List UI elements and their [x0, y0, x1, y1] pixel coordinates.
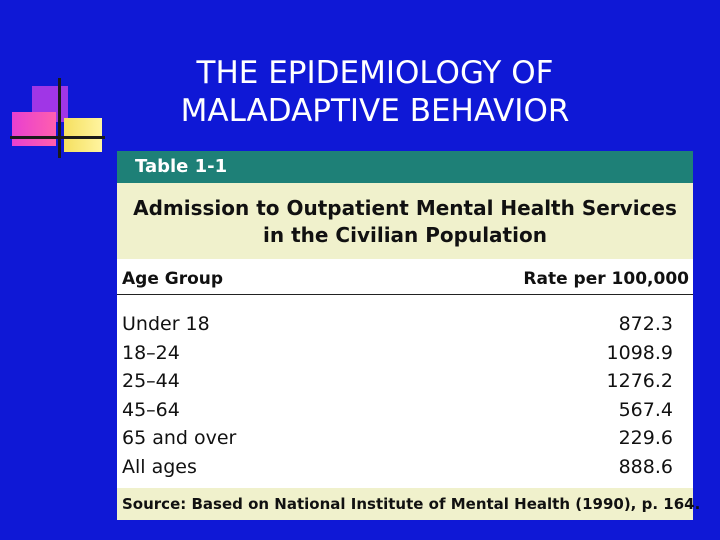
table-row: Under 18 872.3: [117, 313, 693, 342]
age-group-cell: Under 18: [122, 313, 210, 335]
decorative-square-magenta: [12, 112, 56, 146]
age-group-cell: 45–64: [122, 398, 180, 421]
rate-cell: 1276.2: [606, 370, 673, 392]
column-header-rate: Rate per 100,000: [523, 269, 689, 289]
rate-cell: 567.4: [618, 398, 673, 421]
table-row: 45–64 567.4: [117, 399, 693, 428]
table-caption: Admission to Outpatient Mental Health Se…: [117, 183, 693, 259]
data-table: Table 1-1 Admission to Outpatient Mental…: [117, 151, 700, 520]
decorative-line-horizontal: [10, 136, 105, 139]
rate-cell: 229.6: [618, 427, 673, 449]
table-row: 25–44 1276.2: [117, 370, 693, 399]
table-caption-line1: Admission to Outpatient Mental Health Se…: [133, 196, 677, 220]
decorative-square-yellow: [64, 118, 102, 152]
age-group-cell: 18–24: [122, 341, 180, 364]
table-row: 18–24 1098.9: [117, 342, 693, 371]
table-source-note: Source: Based on National Institute of M…: [117, 488, 700, 520]
slide-title: THE EPIDEMIOLOGY OF MALADAPTIVE BEHAVIOR: [110, 54, 640, 130]
table-row: 65 and over 229.6: [117, 427, 693, 456]
slide-title-line2: MALADAPTIVE BEHAVIOR: [180, 93, 570, 129]
slide-title-line1: THE EPIDEMIOLOGY OF: [196, 55, 554, 91]
age-group-cell: 65 and over: [122, 427, 237, 449]
age-group-cell: 25–44: [122, 370, 180, 392]
rate-cell: 872.3: [618, 313, 673, 335]
table-caption-line2: in the Civilian Population: [263, 223, 547, 247]
column-header-age-group: Age Group: [122, 269, 224, 289]
decorative-line-vertical: [58, 78, 61, 158]
table-label: Table 1-1: [117, 151, 693, 183]
table-body: Under 18 872.3 18–24 1098.9 25–44 1276.2…: [117, 313, 693, 484]
rate-cell: 888.6: [618, 455, 673, 478]
table-header-row: Age Group Rate per 100,000: [117, 265, 693, 295]
table-row: All ages 888.6: [117, 456, 693, 485]
rate-cell: 1098.9: [606, 341, 673, 364]
age-group-cell: All ages: [122, 455, 197, 478]
